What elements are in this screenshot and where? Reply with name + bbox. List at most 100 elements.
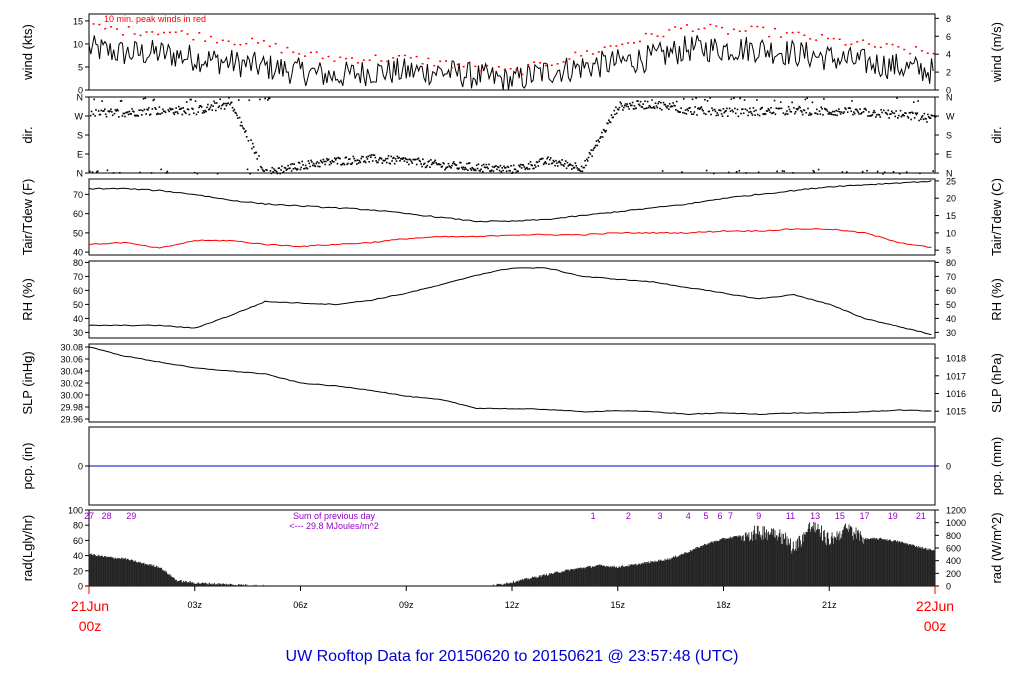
dir-point <box>348 158 351 160</box>
dir-point <box>481 164 483 167</box>
ytick-label-right-dir: W <box>946 112 955 122</box>
panel-frame-slp <box>88 343 936 423</box>
dir-point <box>698 108 701 111</box>
ytick-label-left-dir: N <box>77 93 84 103</box>
dir-point <box>134 115 137 117</box>
dir-point <box>471 166 474 169</box>
peak-wind-mark <box>721 26 724 29</box>
dir-point <box>602 128 605 131</box>
dir-point <box>569 163 571 165</box>
dir-point <box>489 170 492 173</box>
dir-point <box>445 166 448 169</box>
peak-wind-mark <box>656 35 659 37</box>
dir-point <box>163 110 166 113</box>
dir-point <box>849 107 852 110</box>
dir-point <box>269 170 272 172</box>
dir-point <box>428 160 430 162</box>
dir-point <box>791 101 793 104</box>
dir-point <box>825 108 828 111</box>
dir-point <box>194 100 197 102</box>
dir-point <box>638 103 640 106</box>
dir-point <box>341 162 344 165</box>
dir-point <box>170 108 173 110</box>
dir-point <box>816 108 818 111</box>
page-title: UW Rooftop Data for 20150620 to 20150621… <box>285 648 739 665</box>
dir-point <box>126 111 129 113</box>
dir-point <box>873 109 875 112</box>
peak-wind-mark <box>868 43 871 45</box>
ytick-label-right-rad: 1200 <box>946 506 966 516</box>
dir-point <box>743 99 746 101</box>
dir-point <box>183 110 185 112</box>
dir-point <box>203 111 206 114</box>
peak-wind-mark <box>815 39 818 41</box>
dir-point <box>731 109 734 111</box>
dir-point <box>741 108 743 111</box>
peak-wind-mark <box>456 63 459 66</box>
dir-point <box>778 107 780 110</box>
dir-point <box>910 118 912 121</box>
dir-point <box>535 161 538 163</box>
dir-point <box>831 110 834 113</box>
dir-point <box>572 167 575 169</box>
dir-point <box>410 160 413 163</box>
dir-point <box>393 162 396 165</box>
dir-point <box>383 159 385 162</box>
dir-point <box>846 111 849 113</box>
dir-point <box>187 108 190 111</box>
dir-point <box>443 162 445 165</box>
dir-point <box>161 112 163 114</box>
dir-point <box>512 171 514 174</box>
panel-frame-temp <box>88 178 936 256</box>
ytick-label-left-rad: 100 <box>68 506 83 516</box>
dir-point <box>559 162 562 164</box>
dir-point <box>639 100 642 103</box>
dir-point <box>624 103 627 105</box>
dir-point <box>297 161 300 164</box>
dir-point <box>486 166 489 169</box>
dir-point <box>225 104 228 107</box>
dir-point <box>822 114 824 116</box>
dir-point <box>319 165 321 168</box>
dir-point <box>140 114 143 116</box>
dir-point <box>562 164 564 166</box>
peak-wind-mark <box>891 43 894 46</box>
dir-point <box>918 119 920 122</box>
dir-point <box>123 112 125 115</box>
rad-annotation-line1: Sum of previous day <box>293 511 376 521</box>
dir-point <box>177 112 179 115</box>
dir-point <box>470 169 473 171</box>
dir-point <box>696 114 698 116</box>
dir-point <box>270 172 273 175</box>
peak-wind-mark <box>644 32 647 35</box>
dir-point <box>827 113 830 115</box>
ytick-label-right-dir: S <box>946 131 952 141</box>
dir-point <box>302 164 304 166</box>
dir-point <box>176 111 178 113</box>
dir-point <box>442 162 444 164</box>
dir-point <box>568 164 570 166</box>
dir-point <box>575 164 578 167</box>
dir-point <box>674 104 676 107</box>
dir-point <box>483 166 486 168</box>
dir-point <box>928 117 931 119</box>
dir-point <box>430 159 432 161</box>
dir-point <box>339 157 341 160</box>
dir-point <box>585 164 587 167</box>
dir-point <box>107 110 110 113</box>
dir-point <box>590 149 593 151</box>
dir-point <box>436 163 438 166</box>
dir-point <box>828 111 830 114</box>
dir-point <box>660 108 663 111</box>
dir-point <box>603 129 606 132</box>
dir-point <box>200 105 202 107</box>
dir-point <box>281 171 284 174</box>
dir-point <box>615 106 617 109</box>
dir-point <box>651 99 653 101</box>
dir-point <box>108 110 110 113</box>
dir-point <box>829 113 831 115</box>
dir-point <box>439 163 442 166</box>
dir-point <box>854 108 857 111</box>
dir-point <box>173 113 176 116</box>
